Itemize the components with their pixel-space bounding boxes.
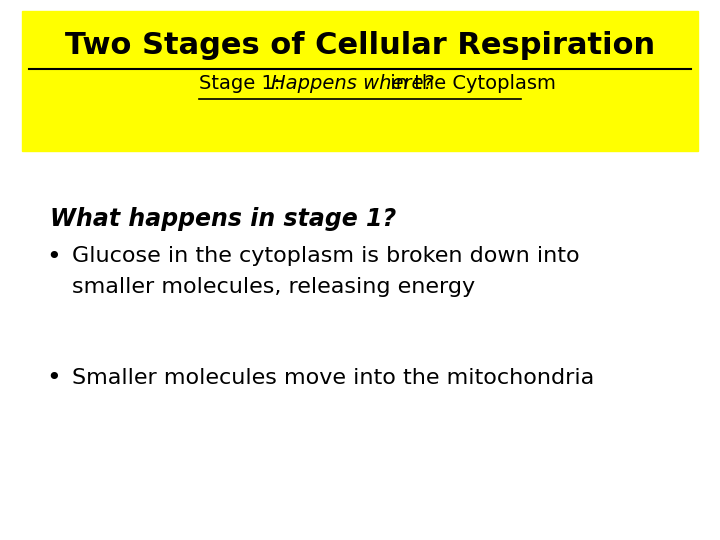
Text: Stage 1:: Stage 1: <box>199 74 287 93</box>
Text: Smaller molecules move into the mitochondria: Smaller molecules move into the mitochon… <box>72 368 594 388</box>
Text: Glucose in the cytoplasm is broken down into: Glucose in the cytoplasm is broken down … <box>72 246 580 267</box>
Text: What happens in stage 1?: What happens in stage 1? <box>50 207 397 231</box>
Text: •: • <box>47 245 61 268</box>
Text: smaller molecules, releasing energy: smaller molecules, releasing energy <box>72 277 475 298</box>
Text: Two Stages of Cellular Respiration: Two Stages of Cellular Respiration <box>65 31 655 60</box>
Text: •: • <box>47 366 61 390</box>
Text: in the Cytoplasm: in the Cytoplasm <box>384 74 556 93</box>
FancyBboxPatch shape <box>22 11 698 151</box>
Text: Happens where?: Happens where? <box>271 74 434 93</box>
